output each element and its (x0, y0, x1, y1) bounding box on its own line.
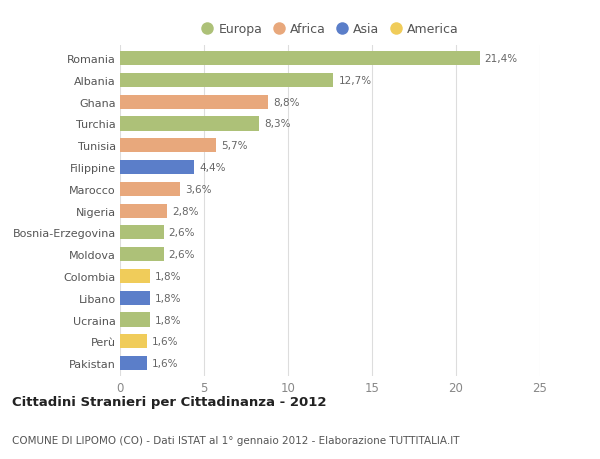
Text: 2,8%: 2,8% (172, 206, 199, 216)
Text: 1,8%: 1,8% (155, 315, 182, 325)
Text: 12,7%: 12,7% (338, 76, 371, 86)
Text: 1,6%: 1,6% (152, 336, 178, 347)
Text: COMUNE DI LIPOMO (CO) - Dati ISTAT al 1° gennaio 2012 - Elaborazione TUTTITALIA.: COMUNE DI LIPOMO (CO) - Dati ISTAT al 1°… (12, 435, 460, 445)
Bar (120, 247, 164, 262)
Bar (120, 313, 150, 327)
Text: 8,3%: 8,3% (265, 119, 291, 129)
Bar (120, 139, 216, 153)
Text: 5,7%: 5,7% (221, 141, 247, 151)
Text: 2,6%: 2,6% (169, 228, 195, 238)
Bar (120, 269, 150, 284)
Text: 1,8%: 1,8% (155, 271, 182, 281)
Text: 1,8%: 1,8% (155, 293, 182, 303)
Bar (120, 291, 150, 305)
Bar (120, 95, 268, 110)
Text: 21,4%: 21,4% (485, 54, 518, 64)
Bar (120, 182, 181, 196)
Text: 2,6%: 2,6% (169, 250, 195, 260)
Bar (120, 204, 167, 218)
Legend: Europa, Africa, Asia, America: Europa, Africa, Asia, America (201, 23, 459, 36)
Text: 1,6%: 1,6% (152, 358, 178, 368)
Bar (120, 226, 164, 240)
Text: Cittadini Stranieri per Cittadinanza - 2012: Cittadini Stranieri per Cittadinanza - 2… (12, 396, 326, 409)
Text: 4,4%: 4,4% (199, 162, 226, 173)
Bar (120, 117, 259, 131)
Bar (120, 52, 479, 66)
Bar (120, 335, 147, 349)
Bar (120, 161, 194, 175)
Bar (120, 73, 334, 88)
Bar (120, 356, 147, 370)
Text: 3,6%: 3,6% (185, 185, 212, 195)
Text: 8,8%: 8,8% (273, 97, 299, 107)
